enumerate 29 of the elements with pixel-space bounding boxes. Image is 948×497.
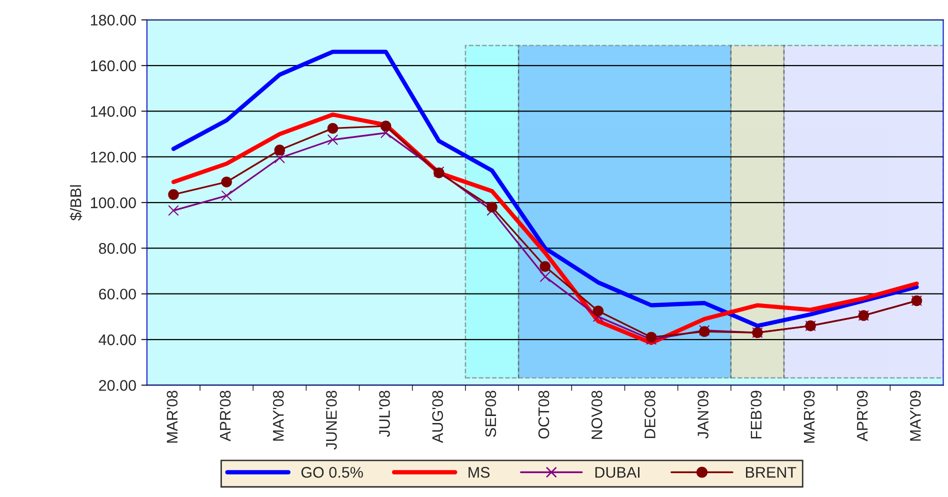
- x-tick-label: JUL'08: [379, 390, 390, 437]
- y-axis-title: $/BBl: [70, 185, 82, 221]
- y-tick-label: 160.00: [90, 60, 136, 72]
- x-tick-label: MAY'09: [910, 390, 921, 441]
- x-tick-label: NOV08: [591, 390, 602, 439]
- x-tick-label: APR'09: [856, 390, 868, 442]
- y-tick-label: 60.00: [99, 288, 136, 300]
- legend-label: GO 0.5%: [301, 466, 363, 478]
- legend-label: DUBAI: [595, 467, 640, 478]
- y-tick-label: 100.00: [90, 197, 136, 208]
- y-tick-label: 40.00: [98, 334, 136, 346]
- x-tick-label: FEB'09: [750, 390, 762, 438]
- x-tick-label: MAY'08: [272, 390, 284, 441]
- x-tick-label: APR'08: [220, 390, 231, 442]
- legend-label: MS: [468, 466, 490, 478]
- x-tick-label: SEP08: [485, 390, 496, 437]
- x-tick-label: MAR'09: [804, 390, 815, 443]
- x-tick-label: OCT08: [538, 390, 550, 439]
- legend-label: BRENT: [746, 467, 796, 478]
- x-tick-label: AUG'08: [432, 390, 444, 444]
- x-tick-label: JUNE'08: [326, 390, 337, 450]
- y-tick-label: 20.00: [99, 380, 136, 391]
- y-tick-label: 180.00: [90, 14, 136, 26]
- x-tick-label: JAN'09: [698, 390, 708, 439]
- y-tick-label: 80.00: [98, 243, 136, 254]
- x-tick-label: DEC08: [644, 390, 656, 438]
- y-tick-label: 140.00: [90, 106, 136, 117]
- x-tick-label: MAR'08: [166, 390, 178, 443]
- y-tick-label: 120.00: [90, 152, 136, 163]
